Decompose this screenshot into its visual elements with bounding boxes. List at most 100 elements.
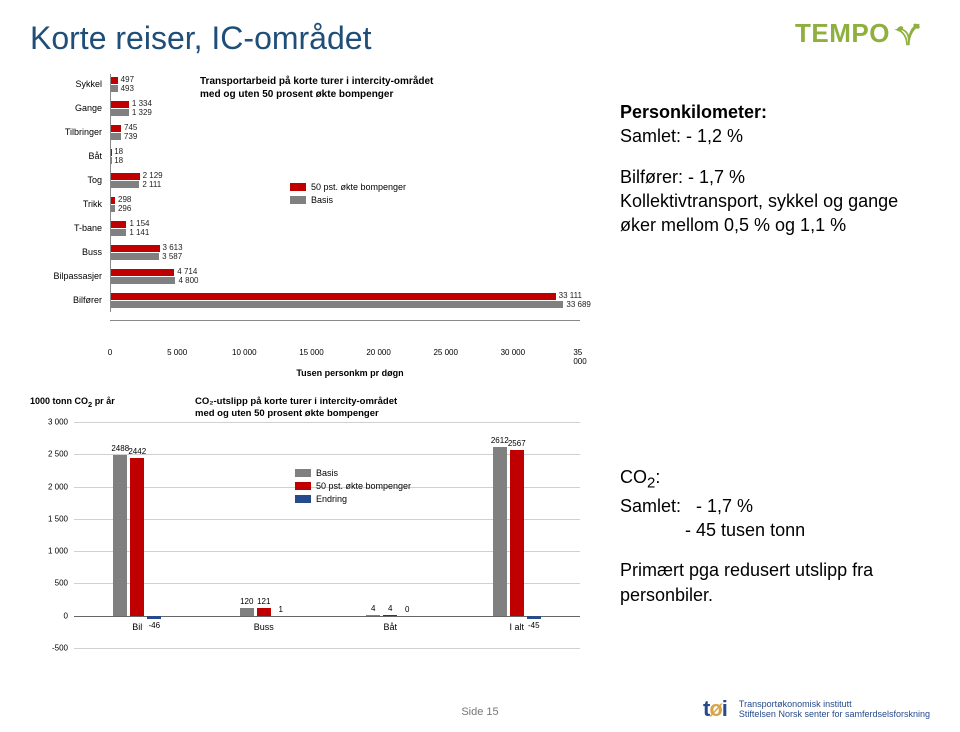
bar-basis xyxy=(111,181,139,188)
category-label: Bilfører xyxy=(30,295,102,305)
bar-value-label: 1 xyxy=(279,605,283,614)
tempo-logo: TEMPO xyxy=(795,18,920,49)
category-label: Gange xyxy=(30,103,102,113)
legend-item: 50 pst. økte bompenger xyxy=(290,182,406,192)
chart-transport-work: Transportarbeid på korte turer i interci… xyxy=(30,72,590,372)
slide-title: Korte reiser, IC-området xyxy=(30,20,371,57)
page-number: Side 15 xyxy=(461,706,498,718)
value-label-basis: 739 xyxy=(124,132,137,141)
xtick-label: 35 000 xyxy=(573,348,586,366)
chart2-title: CO₂-utslipp på korte turer i intercity-o… xyxy=(195,396,397,420)
ytick-label: 2 000 xyxy=(34,482,68,491)
bar-50pst xyxy=(111,173,140,180)
value-label-50: 497 xyxy=(121,75,134,84)
category-label: T-bane xyxy=(30,223,102,233)
pk-kollektiv: Kollektivtransport, sykkel og gange øker… xyxy=(620,189,930,238)
category-label: Båt xyxy=(30,151,102,161)
bar-row: Buss 3 6133 587 xyxy=(30,244,590,264)
bar-basis xyxy=(111,133,121,140)
chart2-legend: Basis50 pst. økte bompengerEndring xyxy=(295,468,411,507)
bar-basis xyxy=(240,608,254,616)
value-label-basis: 493 xyxy=(121,84,134,93)
bar-value-label: 2442 xyxy=(128,447,146,456)
bar-basis xyxy=(111,85,118,92)
bar-50pst xyxy=(111,77,118,84)
category-label: Sykkel xyxy=(30,79,102,89)
text-block-personkm: Personkilometer: Samlet: - 1,2 % Bilføre… xyxy=(620,100,930,237)
bar-row: Båt1818 xyxy=(30,148,590,168)
bar-row: Bilfører33 11133 689 xyxy=(30,292,590,312)
bar-value-label: 2567 xyxy=(508,439,526,448)
bar-50pst xyxy=(111,293,556,300)
category-label: Buss xyxy=(30,247,102,257)
legend-item: 50 pst. økte bompenger xyxy=(295,481,411,491)
bar-endring xyxy=(147,616,161,619)
bar-value-label: 4 xyxy=(388,604,392,613)
value-label-50: 3 613 xyxy=(163,243,183,252)
bar-50pst xyxy=(130,458,144,616)
xtick-label: 15 000 xyxy=(299,348,323,357)
pk-bilforer: Bilfører: - 1,7 % xyxy=(620,165,930,189)
xtick-label: 5 000 xyxy=(167,348,187,357)
chart2-title-line1: CO₂-utslipp på korte turer i intercity-o… xyxy=(195,396,397,408)
bar-basis xyxy=(111,109,129,116)
toi-line1: Transportøkonomisk institutt xyxy=(739,699,930,709)
leaf-icon xyxy=(894,21,920,47)
value-label-basis: 3 587 xyxy=(162,252,182,261)
ytick-label: 500 xyxy=(34,579,68,588)
toi-logo: tøi xyxy=(703,696,727,722)
text-block-co2: CO2: Samlet: - 1,7 % - 45 tusen tonn Pri… xyxy=(620,465,930,607)
toi-logo-block: tøi Transportøkonomisk institutt Stiftel… xyxy=(703,696,930,722)
chart1-xlabel: Tusen personkm pr døgn xyxy=(296,368,403,378)
xcat-label: Buss xyxy=(254,622,274,662)
value-label-basis: 1 141 xyxy=(129,228,149,237)
pk-heading: Personkilometer: xyxy=(620,102,767,122)
bar-value-label: 4 xyxy=(371,604,375,613)
value-label-basis: 4 800 xyxy=(178,276,198,285)
ytick-label: 1 000 xyxy=(34,547,68,556)
bar-50pst xyxy=(111,197,115,204)
bar-50pst xyxy=(111,125,121,132)
bar-basis xyxy=(111,301,563,308)
xcat-label: Båt xyxy=(383,622,397,662)
co2-tonn: - 45 tusen tonn xyxy=(620,518,930,542)
co2-samlet: Samlet: - 1,7 % xyxy=(620,494,930,518)
bar-row: Gange1 3341 329 xyxy=(30,100,590,120)
toi-line2: Stiftelsen Norsk senter for samferdselsf… xyxy=(739,709,930,719)
xtick-label: 0 xyxy=(108,348,112,357)
legend-item: Basis xyxy=(295,468,411,478)
xtick-label: 30 000 xyxy=(501,348,525,357)
category-label: Tog xyxy=(30,175,102,185)
bar-basis xyxy=(111,205,115,212)
value-label-basis: 18 xyxy=(114,156,123,165)
value-label-50: 2 129 xyxy=(143,171,163,180)
xcat-label: I alt xyxy=(509,622,524,662)
ytick-label: -500 xyxy=(34,644,68,653)
chart1-legend: 50 pst. økte bompengerBasis xyxy=(290,182,406,208)
category-label: Bilpassasjer xyxy=(30,271,102,281)
co2-heading: CO2: xyxy=(620,465,930,494)
ytick-label: 3 000 xyxy=(34,418,68,427)
bar-value-label: 2488 xyxy=(111,444,129,453)
bar-value-label: 120 xyxy=(240,597,253,606)
value-label-50: 298 xyxy=(118,195,131,204)
tempo-logo-text: TEMPO xyxy=(795,18,890,49)
category-label: Trikk xyxy=(30,199,102,209)
bar-basis xyxy=(111,253,159,260)
value-label-50: 1 154 xyxy=(129,219,149,228)
bar-value-label: -45 xyxy=(528,621,540,630)
bar-50pst xyxy=(257,608,271,616)
pk-samlet: Samlet: - 1,2 % xyxy=(620,124,930,148)
bar-value-label: 2612 xyxy=(491,436,509,445)
chart2-title-line2: med og uten 50 prosent økte bompenger xyxy=(195,408,397,420)
bar-basis xyxy=(111,229,126,236)
bar-value-label: 0 xyxy=(405,605,409,614)
xtick-label: 10 000 xyxy=(232,348,256,357)
value-label-basis: 33 689 xyxy=(566,300,590,309)
bar-row: Tilbringer745739 xyxy=(30,124,590,144)
xtick-label: 25 000 xyxy=(433,348,457,357)
bar-50pst xyxy=(510,450,524,616)
bar-basis xyxy=(113,455,127,616)
bar-row: Bilpassasjer4 7144 800 xyxy=(30,268,590,288)
bar-endring xyxy=(527,616,541,619)
